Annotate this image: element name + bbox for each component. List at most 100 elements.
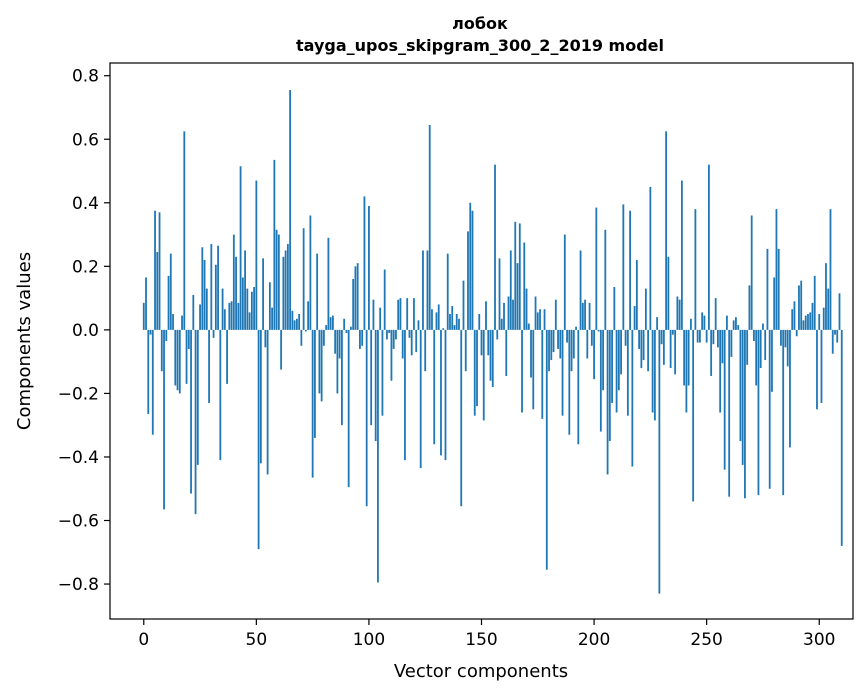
bar — [735, 317, 737, 330]
bar — [615, 329, 618, 413]
bar — [705, 329, 708, 343]
bar — [626, 329, 629, 416]
bar — [356, 263, 359, 330]
bars — [142, 90, 843, 594]
bar — [174, 329, 177, 386]
bar — [554, 299, 557, 330]
bar — [827, 288, 830, 330]
bar — [831, 329, 834, 354]
bar — [820, 329, 823, 403]
bar — [264, 329, 267, 348]
bar — [579, 250, 582, 330]
bar — [780, 329, 782, 346]
bar — [322, 329, 325, 346]
bar — [669, 329, 672, 369]
bar — [593, 329, 595, 380]
bar — [525, 288, 528, 330]
x-axis-ticks: 0 50 100 150 200 250 300 — [138, 619, 835, 650]
bar — [581, 302, 584, 330]
bar — [190, 329, 192, 494]
bar — [647, 329, 650, 372]
bar — [494, 164, 496, 330]
bar — [764, 329, 767, 361]
bar — [505, 329, 508, 376]
x-tick-label: 100 — [353, 630, 385, 650]
bar — [455, 313, 458, 330]
bar — [383, 269, 386, 330]
bar — [624, 329, 627, 346]
bar — [717, 329, 719, 348]
bar — [336, 329, 339, 394]
bar — [368, 205, 370, 330]
bar — [786, 329, 789, 367]
bar — [311, 329, 314, 478]
y-tick-label: 0.4 — [72, 194, 99, 214]
bar — [557, 329, 559, 349]
bar — [210, 244, 213, 330]
bar — [467, 231, 469, 330]
bar — [685, 329, 688, 413]
bar — [804, 315, 807, 330]
bar — [818, 313, 821, 330]
bar — [744, 329, 746, 499]
bar — [541, 329, 544, 419]
bar — [379, 307, 382, 330]
y-tick-label: 0.6 — [72, 130, 99, 150]
bar — [304, 329, 307, 332]
bar — [149, 329, 152, 335]
bar — [523, 242, 526, 330]
bar — [568, 329, 571, 435]
bar — [539, 309, 541, 330]
bar — [442, 328, 445, 330]
bar — [782, 329, 785, 496]
bar — [165, 329, 168, 341]
bar — [329, 317, 332, 330]
bar — [275, 229, 278, 330]
bar — [289, 90, 292, 330]
bar — [530, 329, 532, 378]
bar — [590, 329, 593, 346]
bar — [739, 329, 742, 442]
bar — [458, 318, 460, 330]
bar — [208, 329, 210, 403]
bar — [194, 329, 197, 515]
bar — [413, 298, 415, 330]
bar — [316, 253, 319, 330]
bar — [205, 288, 208, 330]
bar — [451, 306, 454, 330]
x-tick-label: 300 — [803, 630, 835, 650]
bar — [478, 313, 481, 330]
bar — [613, 286, 616, 330]
bar — [701, 312, 704, 330]
bar — [678, 299, 681, 330]
bar — [834, 329, 836, 335]
bar — [277, 234, 280, 330]
bar — [386, 329, 388, 340]
bar — [239, 166, 242, 330]
x-tick-label: 250 — [690, 630, 722, 650]
bar — [320, 329, 323, 402]
bar — [597, 329, 600, 332]
bar — [712, 329, 715, 345]
bar — [633, 306, 636, 330]
bar — [440, 329, 442, 456]
bar — [667, 256, 670, 330]
bar — [550, 329, 553, 361]
bar — [435, 312, 438, 330]
bar — [775, 209, 778, 330]
bar — [235, 256, 237, 330]
bar — [825, 263, 827, 330]
bar — [354, 266, 357, 330]
bar — [789, 329, 791, 448]
bar — [694, 209, 697, 330]
bar — [644, 288, 647, 330]
bar — [325, 325, 328, 330]
bar — [689, 318, 692, 330]
bar — [388, 329, 391, 334]
bar — [710, 329, 713, 376]
bar — [298, 313, 301, 330]
bar — [586, 329, 589, 359]
bar — [377, 329, 379, 583]
bar — [608, 329, 611, 442]
bar — [838, 293, 841, 330]
